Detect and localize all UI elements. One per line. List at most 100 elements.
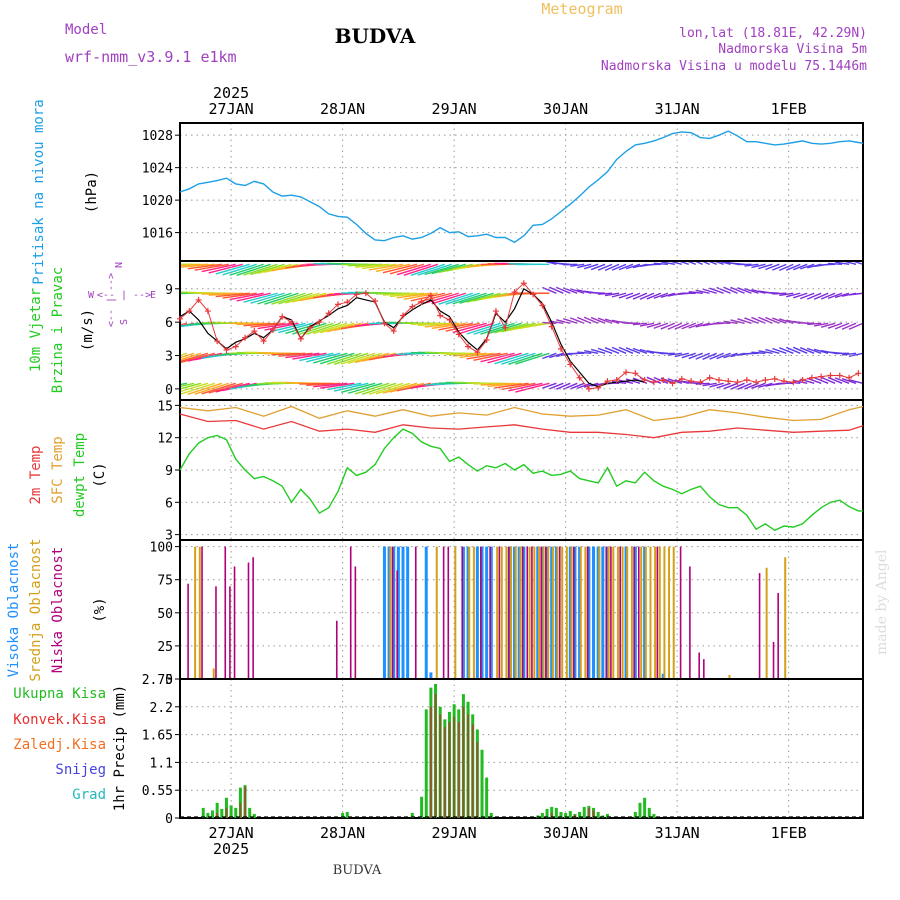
wind-arrow [194, 263, 229, 271]
wind-gust-point [827, 372, 834, 379]
wind-arrow [368, 263, 404, 271]
wind-arrow [334, 382, 369, 392]
sfc-temp-line [179, 405, 864, 422]
y-tick-label: 2.2 [150, 701, 173, 716]
wind-gust-point [836, 372, 843, 379]
temperature-panel: 3 6 9 12 15 [157, 399, 864, 544]
wind-arrow [480, 352, 515, 363]
wind-arrow [730, 319, 745, 324]
wind-gust-point [725, 378, 732, 385]
wind-arrow [570, 288, 585, 294]
wind-arrow [494, 322, 529, 334]
wind-arrow [368, 382, 404, 395]
wind-arrow [417, 263, 453, 276]
wind-arrow [403, 292, 438, 301]
wind-ylabel-2: Brzina i Pravac [50, 267, 66, 393]
wind-arrow [577, 263, 592, 269]
wind-gust-point [753, 379, 760, 386]
wind-arrow [515, 382, 550, 393]
top-year-label: 2025 [213, 84, 249, 102]
y-tick-label: 9 [165, 283, 173, 298]
wind-arrow [688, 322, 703, 329]
wind-arrow [459, 322, 494, 335]
precip-panel: 0 0.55 1.1 1.65 2.2 2.75 Ukupna Kisa Konvek.Kis… [13, 673, 864, 858]
wind-arrow [501, 322, 536, 333]
wind-arrow [542, 382, 557, 389]
wind-gust-point [743, 376, 750, 383]
wind-arrow [180, 352, 216, 363]
wind-gust-point [242, 334, 249, 341]
wind-arrow [813, 292, 829, 300]
wind-gust-point [623, 369, 630, 376]
wind-gust-point [334, 301, 341, 308]
wind-gust-point [557, 345, 564, 352]
wind-gust-point [855, 370, 862, 377]
wind-arrow [772, 263, 787, 271]
wind-gust-point [446, 316, 453, 323]
wind-arrow [848, 379, 863, 384]
wind-arrow [452, 352, 487, 357]
wind-arrow [716, 322, 731, 324]
wind-arrow [772, 347, 787, 354]
y-tick-label: 100 [150, 541, 173, 556]
precip-legend-item: Snijeg [55, 762, 106, 778]
wind-arrow [292, 292, 327, 303]
wind-gust-point [418, 299, 425, 306]
wind-arrow [806, 347, 822, 354]
wind-gust-point [232, 343, 239, 350]
wind-arrow [396, 292, 431, 299]
wind-arrow [590, 316, 606, 324]
wind-arrow [250, 322, 285, 328]
wind-arrow [494, 352, 529, 365]
wind-arrow [646, 322, 662, 328]
wind-arrow [834, 261, 850, 266]
wind-arrow [389, 382, 425, 393]
sfc-temp-ylabel: SFC Temp [50, 436, 66, 503]
wind-arrow [828, 262, 843, 266]
y-tick-label: 3 [165, 350, 173, 365]
wind-gust-point [650, 379, 657, 386]
wind-arrow [271, 352, 306, 356]
wind-arrow [542, 286, 557, 294]
wind-arrow [306, 322, 341, 335]
bottom-date-label: 28JAN [320, 824, 365, 842]
wind-arrow [361, 263, 397, 270]
wind-gust-point [762, 376, 769, 383]
wind-gust-point [362, 290, 369, 297]
wind-arrow [758, 263, 773, 270]
wind-arrow [292, 352, 327, 360]
wind-arrow [758, 382, 773, 389]
wind-arrow [187, 263, 222, 270]
mid-cloud-ylabel: Srednja Oblacnost [28, 538, 44, 681]
wind-arrow [480, 382, 515, 386]
model-elevation-label: Nadmorska Visina u modelu 75.1446m [601, 59, 867, 74]
wind-gust-point [381, 320, 388, 327]
wind-gust-point [474, 349, 481, 356]
wind-arrow [751, 263, 766, 269]
pressure-line [179, 130, 864, 244]
wind-arrow [723, 286, 738, 294]
wind-arrow [820, 292, 836, 300]
wind-arrow [576, 316, 592, 324]
high-cloud-ylabel: Visoka Oblacnost [6, 543, 22, 678]
y-tick-label: 1020 [142, 194, 173, 209]
y-tick-label: 1028 [142, 129, 173, 144]
wind-arrow [779, 263, 794, 271]
station-title: BUDVA [335, 24, 416, 48]
wind-arrow [814, 322, 829, 327]
wind-arrow [243, 263, 278, 276]
wind-arrow [632, 322, 648, 326]
wind-gust-point [353, 291, 360, 298]
wind-gust-point [214, 338, 221, 345]
wind-arrow [320, 352, 355, 365]
top-date-label: 1FEB [771, 100, 807, 118]
bottom-date-label: 31JAN [655, 824, 700, 842]
wind-arrow [807, 322, 822, 326]
wind-gust-point [539, 302, 546, 309]
wind-arrow [340, 382, 376, 393]
wind-compass: N<-- | --> SW E<-- | --> [88, 262, 156, 327]
wind-gust-point [269, 326, 276, 333]
wind-gust-point [771, 375, 778, 382]
wind-gust-point [409, 303, 416, 310]
wind-arrow [660, 292, 676, 298]
